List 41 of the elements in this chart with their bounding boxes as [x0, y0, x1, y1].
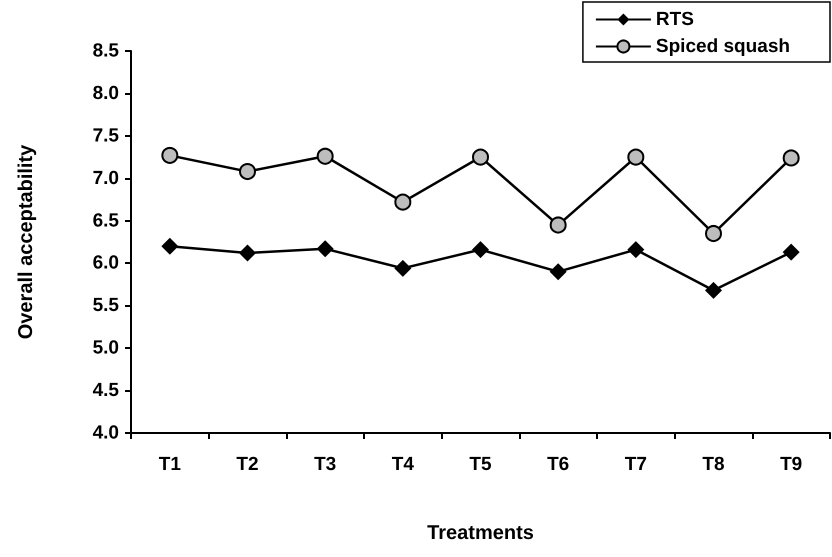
- x-tick-label: T5: [469, 454, 492, 475]
- point: [239, 244, 256, 262]
- y-tick-label: 4.5: [92, 380, 120, 402]
- point: [627, 148, 644, 166]
- y-tick-label: 8.5: [92, 40, 120, 62]
- point: [705, 282, 722, 299]
- y-tick-label: 4.0: [92, 422, 119, 444]
- y-tick-label: 8.0: [92, 82, 119, 104]
- y-tick-label: 5.5: [92, 295, 120, 316]
- point: [394, 194, 412, 211]
- x-tick-label: T3: [314, 454, 336, 475]
- y-tick-label: 7.0: [92, 168, 119, 189]
- x-axis-title: Treatments: [427, 522, 534, 544]
- y-tick-label: 6.5: [92, 210, 120, 232]
- point: [472, 241, 489, 258]
- point: [161, 146, 178, 164]
- x-tick-label: T9: [780, 454, 802, 475]
- point: [782, 149, 800, 166]
- point: [161, 238, 178, 255]
- legend-label: Spiced squash: [656, 36, 790, 57]
- point: [627, 241, 644, 258]
- x-tick-label: T7: [624, 454, 647, 475]
- point: [316, 148, 334, 165]
- point: [550, 216, 567, 234]
- x-tick-label: T8: [702, 454, 725, 475]
- x-tick-label: T4: [392, 454, 414, 475]
- x-tick-label: T6: [547, 454, 570, 475]
- point: [394, 260, 412, 277]
- point: [782, 244, 800, 261]
- y-tick-label: 6.0: [92, 252, 119, 274]
- point: [316, 240, 334, 258]
- legend-label: RTS: [656, 9, 694, 30]
- point: [472, 148, 489, 166]
- x-tick-label: T1: [158, 454, 182, 475]
- point: [239, 163, 256, 180]
- point: [550, 263, 567, 280]
- y-tick-label: 7.5: [92, 125, 120, 146]
- y-tick-label: 5.0: [92, 338, 119, 359]
- point: [705, 225, 722, 242]
- x-tick-label: T2: [236, 454, 259, 475]
- y-axis-title: Overall acceptability: [15, 144, 37, 340]
